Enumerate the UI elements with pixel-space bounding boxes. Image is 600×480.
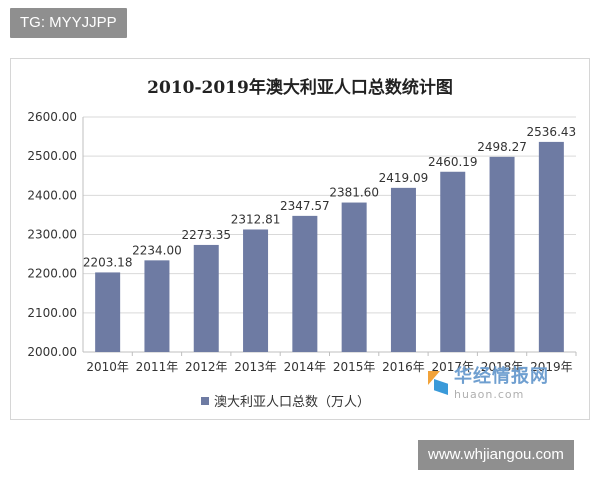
data-label: 2381.60 <box>329 186 379 200</box>
data-label: 2312.81 <box>231 212 281 226</box>
bar <box>538 141 564 352</box>
data-label: 2203.18 <box>83 255 133 269</box>
url-tag: www.whjiangou.com <box>418 440 574 470</box>
x-tick-label: 2019年 <box>530 360 573 374</box>
legend-swatch <box>201 396 209 405</box>
data-label: 2536.43 <box>527 125 577 139</box>
bar-chart: 2000.00 2100.00 2200.00 2300.00 2400.00 2500.… <box>27 110 577 374</box>
data-label: 2460.19 <box>428 155 478 169</box>
brand-mark-icon <box>428 371 450 397</box>
y-tick-label: 2200.00 <box>27 267 77 281</box>
chart-title: 2010-2019年澳大利亚人口总数统计图 <box>147 78 453 98</box>
x-tick-label: 2014年 <box>284 360 327 374</box>
data-label: 2273.35 <box>181 228 231 242</box>
bar <box>144 260 170 352</box>
bar <box>193 244 219 352</box>
data-label: 2234.00 <box>132 243 182 257</box>
y-tick-label: 2600.00 <box>27 110 77 124</box>
bar <box>243 229 269 352</box>
chart-frame: 2010-2019年澳大利亚人口总数统计图 2000.00 2100.00 2200… <box>10 58 590 420</box>
bar <box>95 272 121 352</box>
bar <box>292 215 318 352</box>
x-tick-label: 2010年 <box>86 360 129 374</box>
y-tick-label: 2100.00 <box>27 306 77 320</box>
bar <box>489 156 515 352</box>
x-tick-label: 2017年 <box>431 360 474 374</box>
x-tick-label: 2012年 <box>185 360 228 374</box>
x-tick-label: 2013年 <box>234 360 277 374</box>
data-label: 2347.57 <box>280 199 330 213</box>
y-tick-label: 2000.00 <box>27 345 77 359</box>
bar <box>341 202 367 352</box>
watermark-logo: 华经情报网 huaon.com <box>428 368 549 400</box>
source-tag: TG: MYYJJPP <box>10 8 127 38</box>
data-label: 2498.27 <box>477 140 527 154</box>
bar <box>440 171 466 352</box>
x-tick-label: 2016年 <box>382 360 425 374</box>
watermark-domain: huaon.com <box>454 388 525 401</box>
x-tick-label: 2018年 <box>481 360 524 374</box>
y-tick-label: 2400.00 <box>27 188 77 202</box>
y-tick-label: 2500.00 <box>27 149 77 163</box>
legend-label: 澳大利亚人口总数（万人） <box>214 395 371 410</box>
y-tick-label: 2300.00 <box>27 228 77 242</box>
chart-legend: 澳大利亚人口总数（万人） <box>201 391 370 410</box>
x-tick-label: 2011年 <box>136 360 179 374</box>
data-label: 2419.09 <box>379 171 429 185</box>
x-tick-label: 2015年 <box>333 360 376 374</box>
watermark-name: 华经情报网 <box>454 366 549 387</box>
bar <box>390 187 416 352</box>
